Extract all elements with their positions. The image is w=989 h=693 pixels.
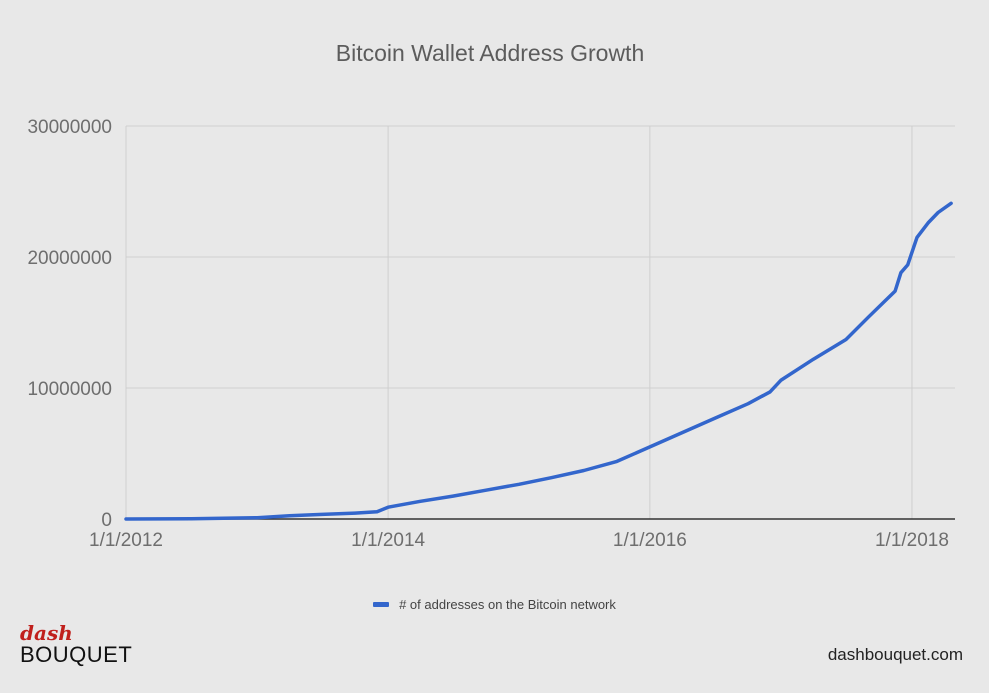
brand-logo-bottom: BOUQUET [20,642,133,667]
brand-logo-top: dash [20,621,73,645]
legend[interactable]: # of addresses on the Bitcoin network [0,597,989,612]
y-tick-label: 20000000 [27,248,112,269]
legend-swatch [373,602,390,607]
brand-logo: dash BOUQUET [20,622,132,666]
x-tick-label: 1/1/2016 [613,530,687,551]
legend-label: # of addresses on the Bitcoin network [399,597,616,612]
series-lines [124,201,953,521]
x-tick-label: 1/1/2018 [875,530,949,551]
y-tick-label: 10000000 [27,379,112,400]
x-tick-label: 1/1/2012 [89,530,163,551]
site-url[interactable]: dashbouquet.com [827,645,963,664]
series-line-addresses [124,201,953,521]
y-tick-label: 30000000 [27,117,112,138]
x-tick-label: 1/1/2014 [351,530,425,551]
chart-title: Bitcoin Wallet Address Growth [335,40,645,66]
gridlines [125,125,955,519]
tick-labels: 0 10000000 20000000 30000000 1/1/2012 1/1/201… [27,117,949,551]
y-tick-label: 0 [101,510,112,531]
